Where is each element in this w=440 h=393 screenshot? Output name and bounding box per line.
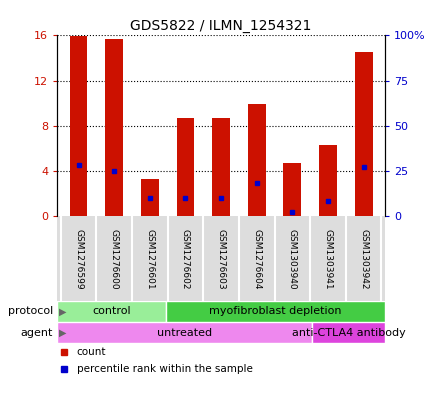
Text: ▶: ▶ xyxy=(59,306,67,316)
Text: GSM1303942: GSM1303942 xyxy=(359,229,368,289)
Text: GSM1276599: GSM1276599 xyxy=(74,229,83,289)
Bar xyxy=(312,322,385,343)
Bar xyxy=(319,145,337,216)
Bar xyxy=(248,104,266,216)
Bar xyxy=(166,301,385,322)
Bar xyxy=(141,179,159,216)
Bar xyxy=(70,37,88,216)
Text: control: control xyxy=(92,306,131,316)
Text: GSM1276602: GSM1276602 xyxy=(181,229,190,289)
Bar xyxy=(57,301,166,322)
Bar xyxy=(283,163,301,216)
Bar xyxy=(212,118,230,216)
Bar xyxy=(105,39,123,216)
Text: GSM1303940: GSM1303940 xyxy=(288,229,297,289)
Text: myofibroblast depletion: myofibroblast depletion xyxy=(209,306,342,316)
Bar xyxy=(57,322,312,343)
Bar xyxy=(176,118,194,216)
Text: anti-CTLA4 antibody: anti-CTLA4 antibody xyxy=(292,328,405,338)
Bar xyxy=(355,52,373,216)
Text: percentile rank within the sample: percentile rank within the sample xyxy=(77,364,253,374)
Text: GSM1276601: GSM1276601 xyxy=(145,229,154,289)
Text: GSM1276600: GSM1276600 xyxy=(110,229,119,289)
Text: count: count xyxy=(77,347,106,357)
Text: agent: agent xyxy=(20,328,53,338)
Text: GSM1276604: GSM1276604 xyxy=(252,229,261,289)
Title: GDS5822 / ILMN_1254321: GDS5822 / ILMN_1254321 xyxy=(130,19,312,33)
Text: protocol: protocol xyxy=(7,306,53,316)
Text: GSM1303941: GSM1303941 xyxy=(323,229,333,289)
Text: untreated: untreated xyxy=(157,328,212,338)
Text: ▶: ▶ xyxy=(59,328,67,338)
Text: GSM1276603: GSM1276603 xyxy=(216,229,226,289)
